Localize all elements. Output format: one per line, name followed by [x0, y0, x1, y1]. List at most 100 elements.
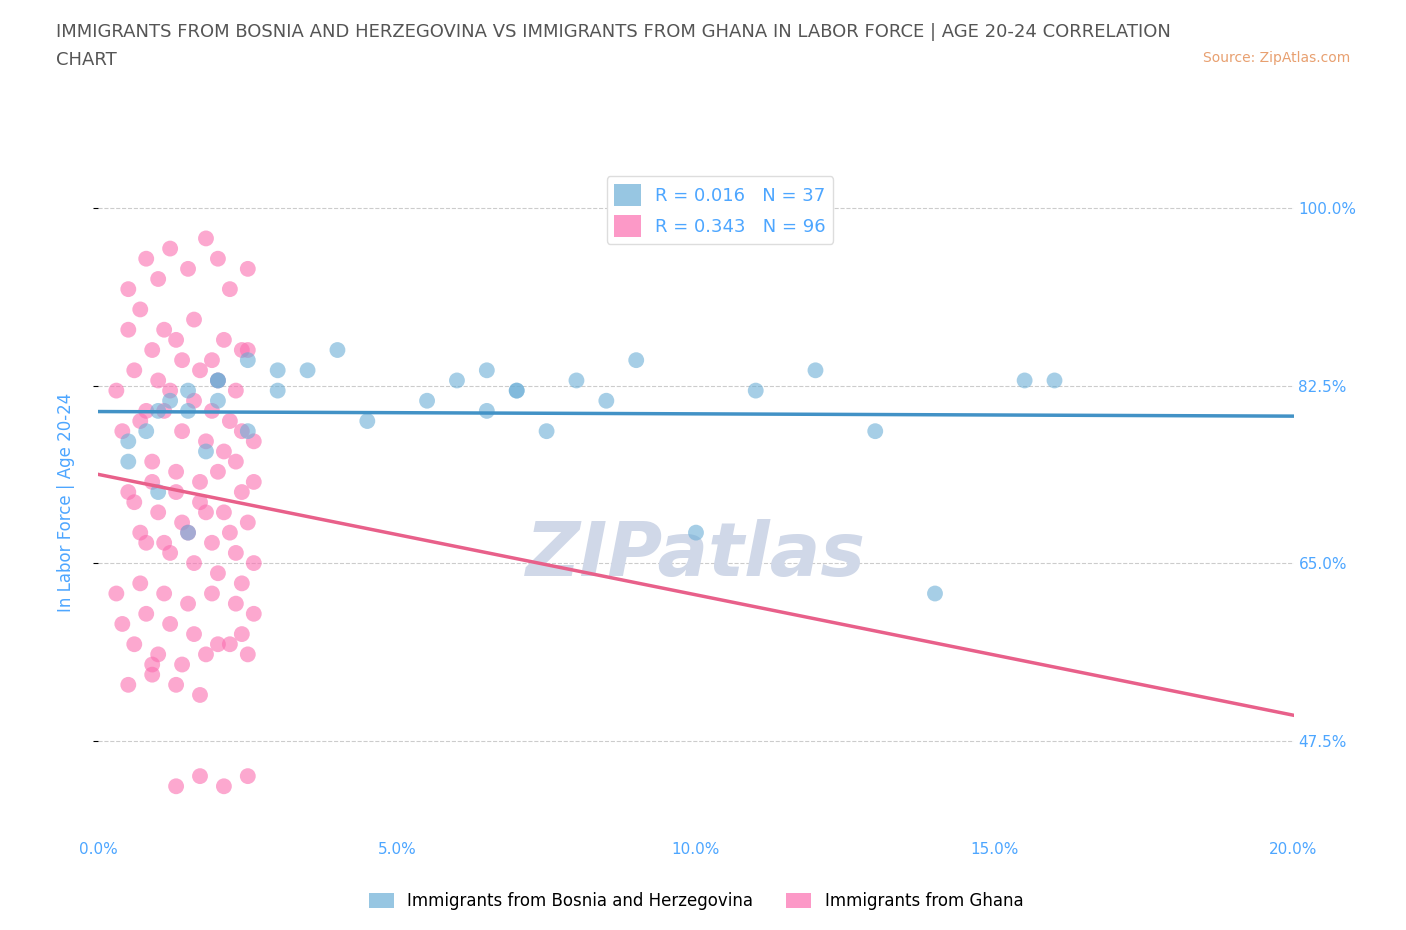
Point [219, 525, 242, 540]
Point [207, 373, 229, 388]
Text: ZIPatlas: ZIPatlas [526, 519, 866, 592]
Point [117, 485, 139, 499]
Point [188, 687, 211, 702]
Point [129, 414, 152, 429]
Point [195, 647, 218, 662]
Point [225, 596, 247, 611]
Point [105, 383, 128, 398]
Point [243, 434, 266, 449]
Point [117, 434, 139, 449]
Point [153, 323, 176, 338]
Point [117, 282, 139, 297]
Point [207, 373, 229, 388]
Point [148, 647, 170, 662]
Point [183, 312, 205, 327]
Point [172, 352, 194, 367]
Point [159, 393, 181, 408]
Point [177, 525, 200, 540]
Point [188, 495, 211, 510]
Point [243, 555, 266, 570]
Point [236, 647, 259, 662]
Text: CHART: CHART [56, 51, 117, 69]
Point [207, 464, 229, 479]
Point [177, 383, 200, 398]
Point [148, 485, 170, 499]
Point [141, 342, 163, 357]
Point [153, 404, 176, 418]
Point [745, 383, 768, 398]
Point [536, 424, 558, 439]
Point [141, 658, 163, 672]
Point [135, 404, 157, 418]
Point [148, 373, 170, 388]
Point [225, 454, 247, 469]
Point [475, 404, 498, 418]
Point [231, 424, 253, 439]
Point [129, 576, 152, 591]
Point [565, 373, 588, 388]
Point [685, 525, 707, 540]
Text: Source: ZipAtlas.com: Source: ZipAtlas.com [1202, 51, 1350, 65]
Point [267, 383, 290, 398]
Point [135, 606, 157, 621]
Point [141, 667, 163, 682]
Point [165, 778, 187, 793]
Point [446, 373, 468, 388]
Point [165, 464, 187, 479]
Legend: Immigrants from Bosnia and Herzegovina, Immigrants from Ghana: Immigrants from Bosnia and Herzegovina, … [361, 885, 1031, 917]
Point [124, 495, 146, 510]
Point [172, 515, 194, 530]
Point [924, 586, 946, 601]
Point [165, 485, 187, 499]
Point [219, 414, 242, 429]
Point [148, 272, 170, 286]
Point [177, 596, 200, 611]
Point [172, 424, 194, 439]
Point [135, 424, 157, 439]
Point [141, 474, 163, 489]
Point [212, 778, 235, 793]
Point [159, 241, 181, 256]
Point [177, 261, 200, 276]
Point [297, 363, 319, 378]
Point [188, 769, 211, 784]
Point [804, 363, 827, 378]
Point [475, 363, 498, 378]
Point [159, 546, 181, 561]
Point [201, 536, 224, 551]
Point [236, 352, 259, 367]
Point [212, 332, 235, 347]
Point [212, 444, 235, 458]
Point [195, 434, 218, 449]
Point [207, 373, 229, 388]
Point [201, 352, 224, 367]
Point [1043, 373, 1066, 388]
Point [117, 323, 139, 338]
Point [124, 363, 146, 378]
Point [231, 342, 253, 357]
Point [135, 536, 157, 551]
Point [231, 576, 253, 591]
Point [201, 586, 224, 601]
Point [207, 393, 229, 408]
Point [195, 231, 218, 246]
Point [183, 627, 205, 642]
Point [165, 332, 187, 347]
Point [231, 627, 253, 642]
Point [165, 677, 187, 692]
Point [506, 383, 529, 398]
Point [188, 363, 211, 378]
Point [111, 617, 134, 631]
Point [225, 383, 247, 398]
Point [236, 342, 259, 357]
Point [159, 617, 181, 631]
Text: IMMIGRANTS FROM BOSNIA AND HERZEGOVINA VS IMMIGRANTS FROM GHANA IN LABOR FORCE |: IMMIGRANTS FROM BOSNIA AND HERZEGOVINA V… [56, 23, 1171, 41]
Point [129, 525, 152, 540]
Point [117, 454, 139, 469]
Point [231, 485, 253, 499]
Point [243, 474, 266, 489]
Point [356, 414, 378, 429]
Point [148, 505, 170, 520]
Point [177, 525, 200, 540]
Point [207, 637, 229, 652]
